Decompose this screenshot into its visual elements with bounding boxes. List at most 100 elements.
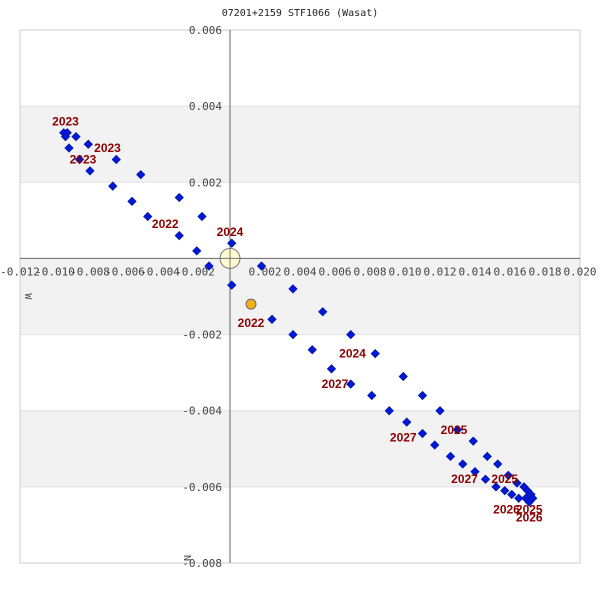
tick-labels: -0.012-0.010-0.008-0.006-0.004-0.002 0.00… xyxy=(0,24,596,570)
x-tick-label: -0.008 xyxy=(70,265,110,278)
data-point xyxy=(470,467,480,477)
x-tick-label: 0.014 xyxy=(458,265,491,278)
data-point xyxy=(192,246,202,256)
x-tick-label: -0.006 xyxy=(105,265,145,278)
data-point xyxy=(491,482,501,492)
data-point xyxy=(227,238,237,248)
year-label: 2025 xyxy=(491,472,518,486)
axes xyxy=(20,30,580,563)
data-point xyxy=(318,307,328,317)
data-point xyxy=(288,284,298,294)
background-band xyxy=(20,410,580,487)
special-markers xyxy=(219,247,257,310)
data-point xyxy=(71,131,81,142)
x-tick-label: -0.010 xyxy=(35,265,75,278)
x-tick-label: 0.008 xyxy=(353,265,386,278)
data-point xyxy=(204,261,214,271)
year-label: 2024 xyxy=(217,225,244,239)
y-axis-label: N xyxy=(181,555,192,561)
year-labels: 2023202320232022202420222024202720272025… xyxy=(52,114,543,524)
year-label: 2025 xyxy=(516,503,543,517)
data-point xyxy=(493,459,503,469)
x-tick-label: 0.002 xyxy=(248,265,281,278)
y-tick-label: -0.004 xyxy=(182,405,222,418)
y-tick-label: 0.004 xyxy=(189,100,222,113)
data-point xyxy=(514,493,524,503)
data-point xyxy=(64,143,74,153)
x-axis-label: W xyxy=(22,293,33,300)
data-point xyxy=(108,181,118,191)
x-tick-label: -0.012 xyxy=(0,265,40,278)
x-tick-label: 0.016 xyxy=(493,265,526,278)
data-point xyxy=(136,170,146,180)
data-point xyxy=(500,486,510,496)
data-point xyxy=(384,406,394,416)
data-point xyxy=(370,348,380,359)
data-point xyxy=(83,139,93,149)
data-point xyxy=(417,390,428,401)
x-tick-label: 0.018 xyxy=(528,265,561,278)
data-point xyxy=(398,371,408,382)
data-point xyxy=(512,478,522,488)
background-band xyxy=(20,258,580,335)
data-point xyxy=(74,154,85,165)
data-point xyxy=(503,470,513,481)
data-point xyxy=(60,131,71,142)
data-point xyxy=(482,451,492,462)
year-label: 2026 xyxy=(493,503,520,517)
y-tick-label: -0.006 xyxy=(182,481,222,494)
data-point xyxy=(346,379,356,389)
y-tick-label: 0.002 xyxy=(189,176,222,189)
chart-title: 07201+2159 STF1066 (Wasat) xyxy=(222,8,379,19)
year-label: 2022 xyxy=(152,217,179,231)
data-point xyxy=(174,230,184,241)
data-points xyxy=(59,128,538,507)
data-point xyxy=(445,451,456,462)
data-point xyxy=(417,428,428,439)
background-band xyxy=(20,106,580,183)
data-point xyxy=(435,406,445,416)
data-point xyxy=(326,364,337,374)
data-point xyxy=(430,440,440,450)
y-tick-label: -0.008 xyxy=(182,557,222,570)
year-label: 2026 xyxy=(516,510,543,524)
data-point xyxy=(267,314,277,324)
year-label: 2023 xyxy=(70,152,97,166)
x-tick-label: 0.020 xyxy=(563,265,596,278)
data-point xyxy=(367,390,377,401)
y-tick-label: -0.002 xyxy=(182,329,222,342)
data-point xyxy=(458,459,468,469)
data-point xyxy=(346,329,356,340)
data-point xyxy=(507,489,517,500)
x-tick-label: -0.002 xyxy=(175,265,215,278)
data-point xyxy=(227,280,237,290)
data-point xyxy=(85,166,95,176)
data-point xyxy=(524,497,534,507)
x-tick-label: -0.004 xyxy=(140,265,180,278)
plot-frame xyxy=(19,29,581,564)
data-point xyxy=(402,417,412,427)
data-point xyxy=(468,436,478,446)
year-label: 2027 xyxy=(451,472,478,486)
data-point xyxy=(480,474,491,484)
current-position-marker xyxy=(245,298,257,310)
data-point xyxy=(127,196,137,206)
data-point xyxy=(197,211,207,222)
y-tick-label: 0.006 xyxy=(189,24,222,37)
year-label: 2023 xyxy=(94,141,121,155)
year-label: 2024 xyxy=(339,347,366,361)
data-point xyxy=(452,425,463,435)
x-tick-label: 0.010 xyxy=(388,265,421,278)
data-point xyxy=(111,154,121,165)
data-point xyxy=(143,211,153,222)
year-label: 2025 xyxy=(441,423,468,437)
data-point xyxy=(288,329,298,340)
year-label: 2023 xyxy=(52,114,79,128)
background-bands xyxy=(20,106,580,487)
year-label: 2027 xyxy=(322,377,349,391)
data-point xyxy=(174,192,184,203)
data-point xyxy=(256,261,267,271)
year-label: 2027 xyxy=(390,430,417,444)
x-tick-label: 0.006 xyxy=(318,265,351,278)
